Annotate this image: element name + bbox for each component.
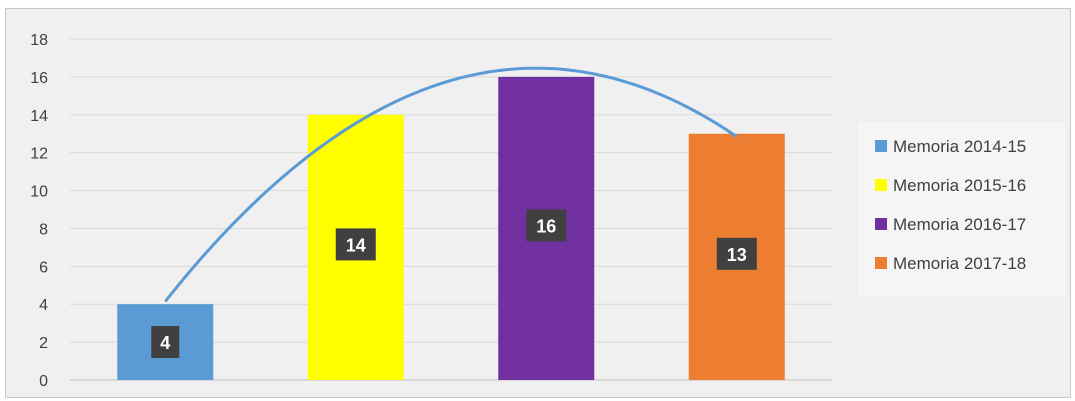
y-axis: 0 2 4 6 8 10 12 14 16 18 [30, 32, 48, 390]
y-tick-label: 4 [39, 297, 48, 314]
data-label: 13 [727, 245, 747, 265]
data-label-box [526, 209, 567, 242]
data-label-box [716, 237, 757, 270]
legend-swatch [875, 218, 887, 230]
y-tick-label: 10 [30, 184, 48, 201]
y-tick-label: 14 [30, 108, 48, 125]
y-tick-label: 16 [30, 70, 48, 87]
legend-swatch [875, 179, 887, 191]
legend-label: Memoria 2015-16 [893, 176, 1026, 195]
y-tick-label: 8 [39, 221, 48, 238]
y-tick-label: 2 [39, 335, 48, 352]
trendline [164, 66, 738, 303]
y-tick-label: 18 [30, 32, 48, 49]
legend: Memoria 2014-15 Memoria 2015-16 Memoria 20… [858, 122, 1066, 296]
legend-swatch [875, 140, 887, 152]
legend-label: Memoria 2016-17 [893, 215, 1026, 234]
legend-box [858, 122, 1066, 296]
y-tick-label: 0 [39, 373, 48, 390]
data-label: 14 [346, 235, 366, 255]
legend-label: Memoria 2014-15 [893, 137, 1026, 156]
data-label-box [151, 326, 180, 358]
trend-line [164, 66, 738, 303]
data-label: 16 [536, 216, 556, 236]
data-labels: 4 14 16 13 [151, 209, 757, 358]
legend-swatch [875, 257, 887, 269]
legend-label: Memoria 2017-18 [893, 254, 1026, 273]
data-label-box [335, 228, 376, 261]
data-label: 4 [160, 333, 170, 353]
y-tick-label: 12 [30, 146, 48, 163]
y-tick-label: 6 [39, 259, 48, 276]
